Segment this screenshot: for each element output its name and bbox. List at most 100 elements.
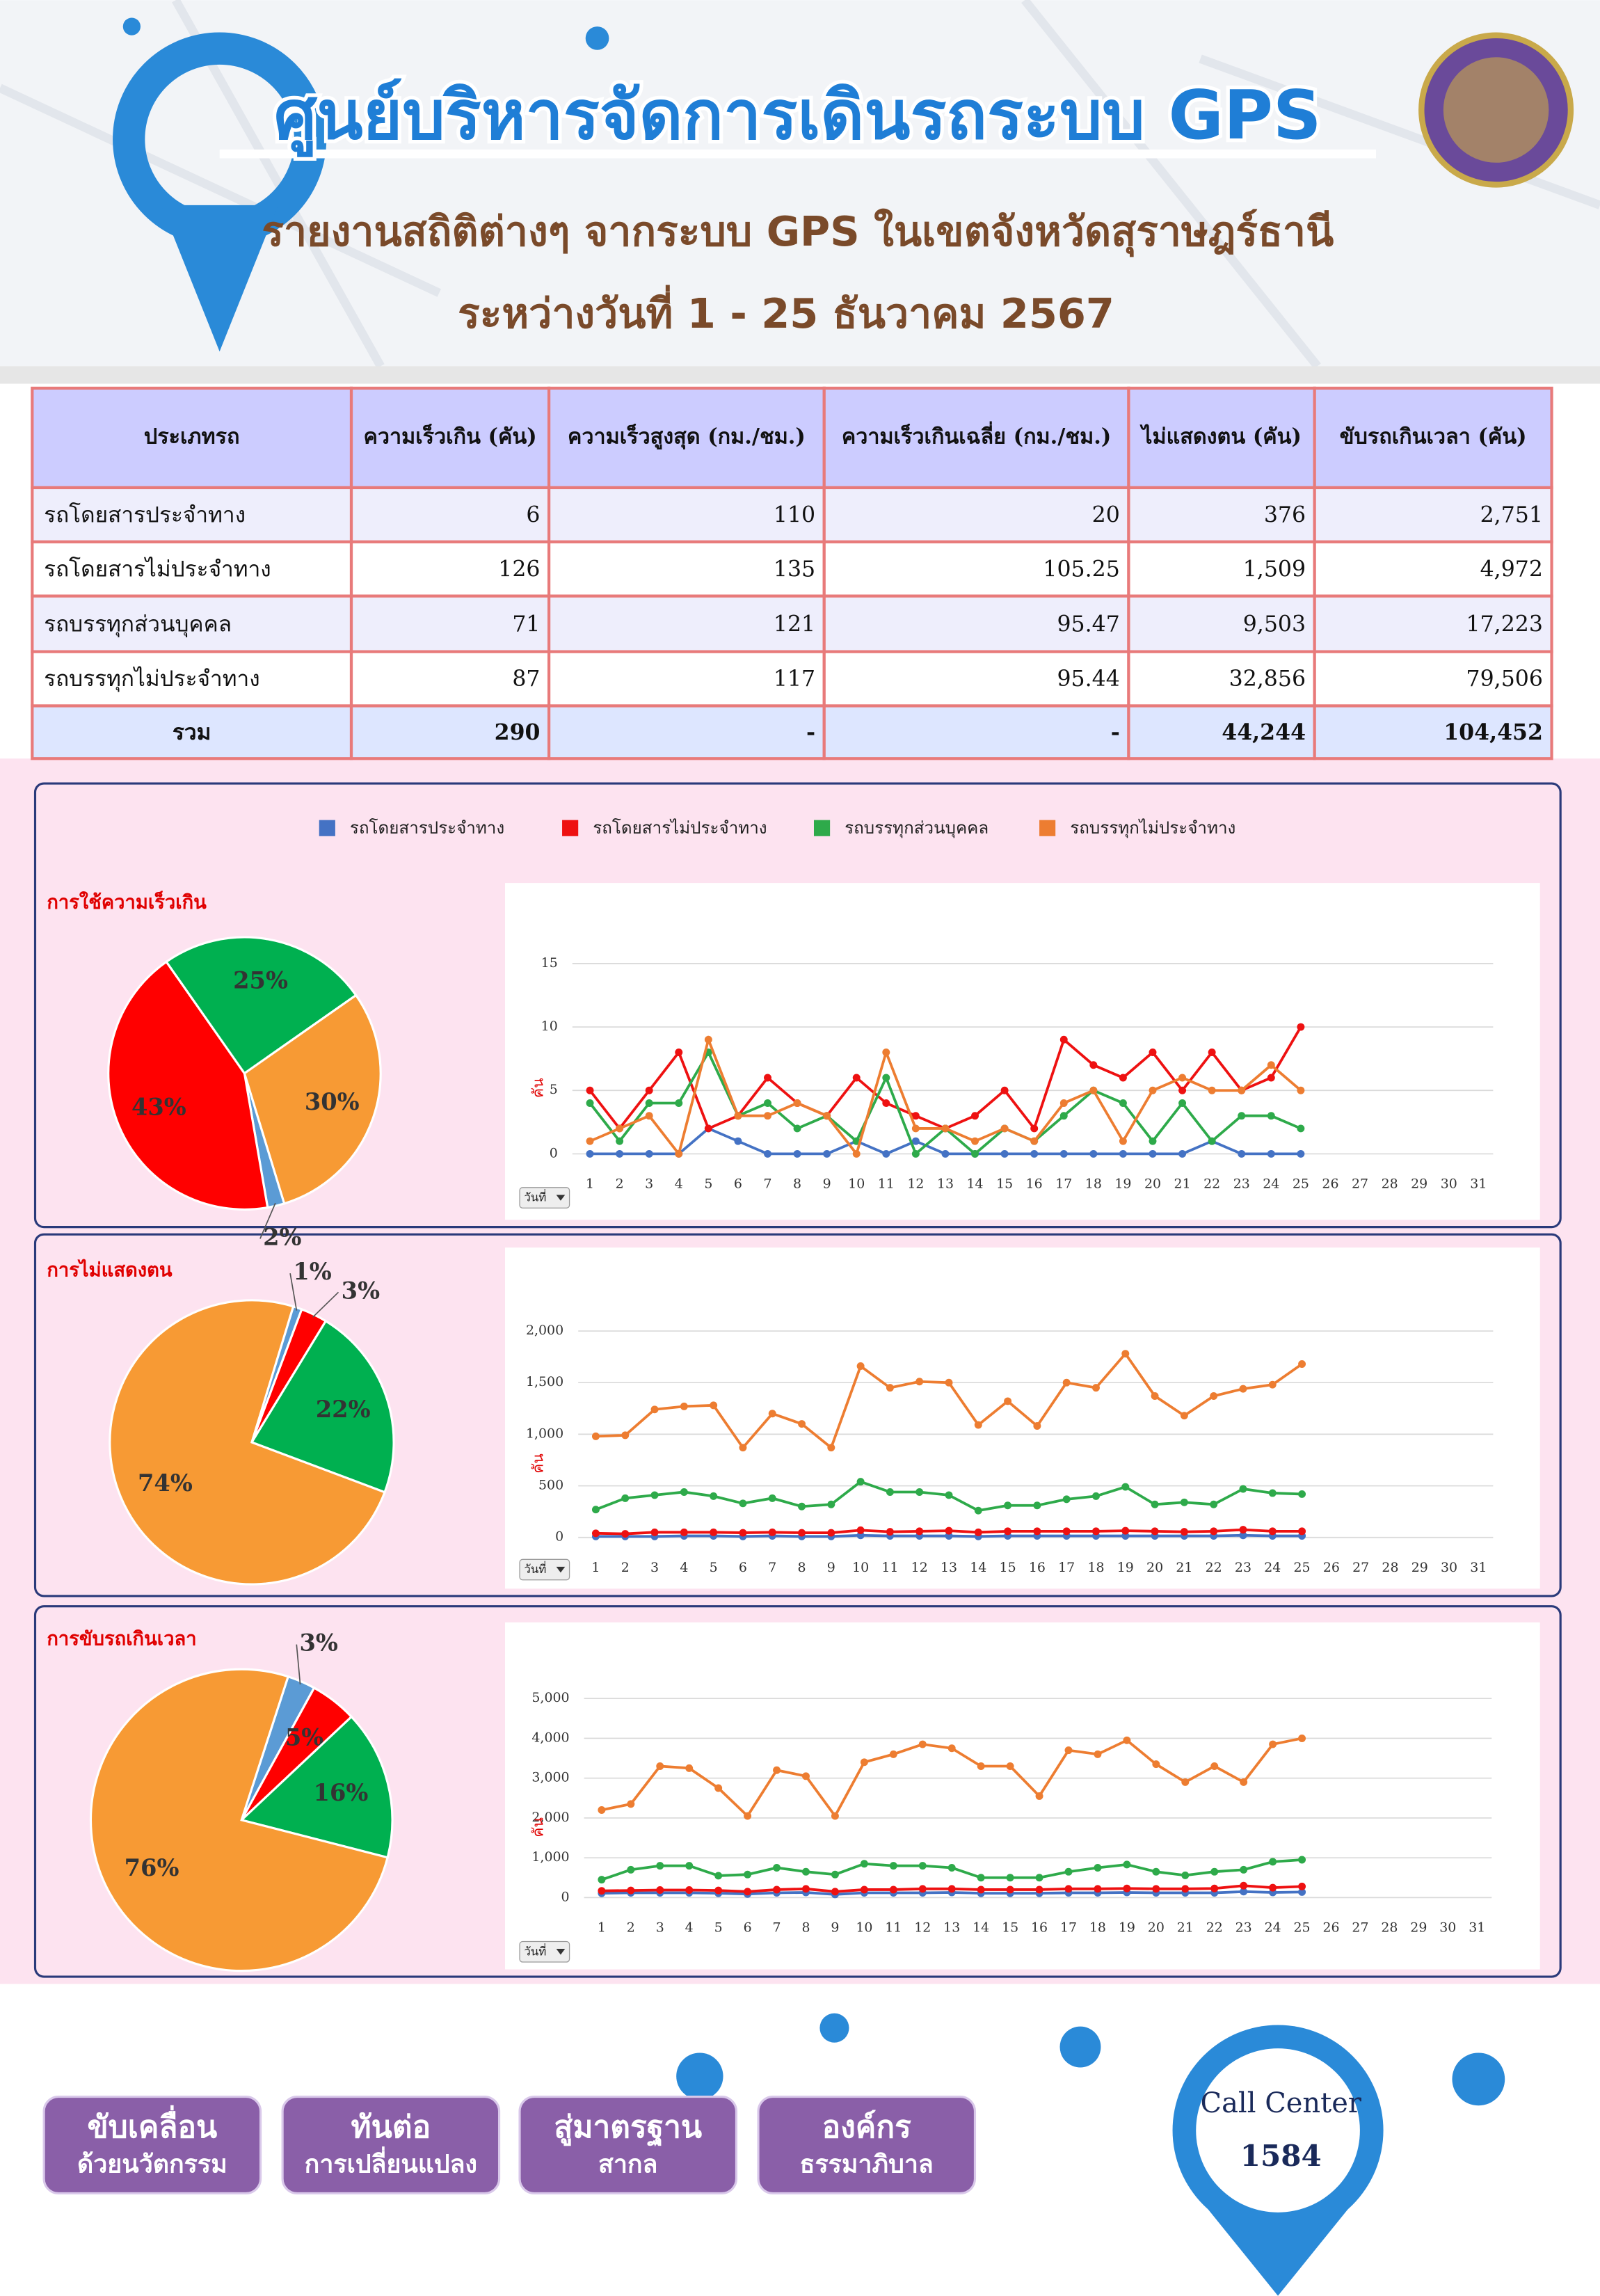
cell [822,486,1130,543]
series-point [739,1529,747,1537]
footer-button [757,2096,977,2195]
series-point [1269,1883,1277,1892]
cell-text: 4,972 [1480,557,1543,582]
pie-slice [89,1668,390,1972]
header-text: ไม่แสดงตน (คัน) [1139,424,1302,449]
x-tick-label: 15 [1002,1920,1018,1936]
series-point [1059,1112,1068,1120]
series-point [1089,1086,1098,1094]
x-tick-label: 14 [966,1177,983,1192]
x-tick-label: 30 [1441,1177,1457,1192]
pie-title: การใช้ความเร็วเกิน [47,890,207,914]
x-tick-label: 30 [1439,1920,1456,1936]
series-point [915,1378,924,1386]
series-point [977,1874,985,1882]
cell-text: 105.25 [1043,557,1119,582]
series-point [802,1772,810,1780]
series-point [971,1137,979,1145]
y-tick-label: 3,000 [531,1770,569,1785]
cell-text: 104,452 [1443,719,1543,745]
series-point [1121,1526,1130,1535]
series-point [710,1528,718,1536]
series-point [1210,1500,1218,1508]
x-tick-label: 16 [1029,1560,1046,1575]
button-line1: องค์กร [822,2110,911,2145]
pie-label: 1% [293,1257,331,1285]
series-point [1094,1885,1102,1893]
cell [1313,486,1553,543]
series-point [1064,1746,1073,1755]
footer-button [42,2096,262,2195]
series-point [675,1049,683,1056]
series-point [591,1529,600,1538]
button-line1: สู่มาตรฐาน [554,2110,702,2146]
header-text: ความเร็วสูงสุด (กม./ชม.) [568,423,806,449]
x-tick-label: 4 [685,1920,694,1936]
series-point [1149,1149,1157,1158]
y-tick-label: 1,000 [526,1426,563,1441]
pin-small [122,17,141,35]
series-point [1094,1864,1102,1872]
series-point [1123,1884,1131,1892]
series-point [627,1800,635,1808]
series-point [852,1149,861,1158]
cell-text: 95.47 [1057,612,1119,637]
series-point [860,1758,868,1767]
x-tick-label: 1 [598,1920,606,1936]
x-tick-label: 11 [881,1560,898,1575]
series-point [1208,1086,1216,1094]
x-tick-label: 25 [1294,1560,1311,1575]
pie-label: 22% [316,1395,371,1423]
series-point [974,1421,982,1429]
series-point [627,1865,635,1874]
cell [349,486,551,543]
series-point [947,1744,956,1753]
series-point [1000,1086,1009,1094]
series-point [1000,1149,1009,1158]
series-point [1123,1736,1131,1744]
series-point [1123,1860,1131,1869]
series-point [1239,1385,1247,1393]
cell-text: รถบรรทุกส่วนบุคคล [44,612,232,637]
series-point [764,1099,771,1107]
x-tick-label: 27 [1352,1560,1369,1575]
series-point [773,1886,781,1894]
series-point [882,1149,890,1158]
x-tick-label: 16 [1026,1177,1043,1192]
dropdown [519,1940,570,1963]
cell [1313,540,1553,598]
call-center-badge [1196,2048,1360,2213]
series-point [974,1528,982,1536]
series-point [856,1362,865,1370]
series-point [1064,1885,1073,1893]
x-tick-label: 29 [1410,1920,1427,1936]
y-tick-label: 5,000 [531,1690,569,1705]
cell [1127,486,1316,543]
series-point [598,1876,606,1884]
x-tick-label: 20 [1146,1560,1163,1575]
series-point [1297,1124,1305,1133]
x-tick-label: 13 [943,1920,960,1936]
series-point [1178,1149,1187,1158]
series-point [680,1528,688,1536]
x-tick-label: 7 [773,1920,781,1936]
x-tick-label: 14 [973,1920,989,1936]
series-point [650,1491,659,1499]
series-point [591,1432,600,1440]
series-point [1267,1061,1275,1069]
series-point [945,1378,953,1387]
cell-text: - [806,719,815,745]
series-point [1089,1149,1098,1158]
x-tick-label: 30 [1441,1560,1457,1575]
series-point [1267,1074,1275,1082]
series-point [1268,1380,1277,1389]
series-point [1119,1149,1127,1158]
series-point [1121,1350,1130,1358]
series-point [827,1500,835,1508]
series-point [1033,1422,1041,1430]
series-point [734,1137,742,1145]
series-point [831,1812,839,1820]
series-point [1006,1762,1014,1770]
y-tick-label: 1,000 [531,1849,569,1865]
series-point [793,1149,801,1158]
